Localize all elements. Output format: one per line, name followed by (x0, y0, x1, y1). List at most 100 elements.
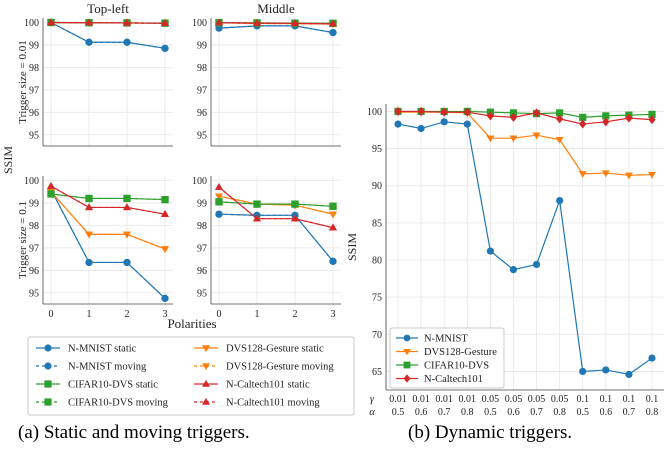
panel-b-point-n-caltech101 (394, 106, 402, 116)
legend-b-marker (403, 334, 411, 342)
panel-a2-point-n-caltech101-moving (329, 19, 337, 27)
panel-a3-point-n-mnist-moving (123, 258, 131, 267)
panel-a1-ytick-label: 99 (29, 40, 39, 51)
panel-a3-point-cifar10-dvs-moving (85, 194, 93, 203)
panel-b-point-n-caltech101 (463, 107, 471, 117)
panel-b-point-dvs128-gesture (648, 171, 656, 179)
panel-a3-point-dvs128-gesture-moving (161, 246, 169, 254)
legend-a-marker (44, 398, 52, 406)
panel-a1-point-n-caltech101-moving (161, 19, 169, 26)
panel-b-point-dvs128-gesture (578, 171, 587, 178)
panel-b-point-n-mnist (625, 370, 633, 378)
panel-b-ytick-label: 75 (372, 293, 382, 304)
panel-b-point-n-mnist (463, 120, 471, 128)
panel-a3-point-n-caltech101-moving (161, 210, 169, 217)
panel-b-ylabel: SSIM (345, 233, 359, 261)
panel-a3-ytick-label: 98 (29, 221, 39, 232)
legend-a-label: CIFAR10-DVS moving (68, 398, 169, 409)
legend-a-frame (27, 336, 355, 416)
panel-b-point-n-caltech101 (440, 107, 448, 117)
panel-b-xtick-alpha: 0.7 (530, 407, 543, 418)
panel-a4-ytick-label: 100 (192, 176, 207, 187)
panel-b-xtick-alpha: 0.5 (576, 407, 589, 418)
panel-a4-xtick-label: 0 (217, 309, 222, 320)
panel-b-series-cifar10-dvs (398, 110, 653, 118)
panel-b-ytick-label: 100 (367, 107, 382, 118)
panel-b-point-dvs128-gesture (601, 170, 610, 178)
panel-b-ytick-label: 85 (372, 218, 382, 229)
panel-b-xtick-gamma: 0.1 (623, 394, 636, 405)
panel-a1-series-n-mnist-static (50, 21, 166, 49)
panel-a3-ytick-label: 97 (29, 243, 39, 254)
legend-a-label: N-Caltech101 static (226, 380, 310, 391)
panel-b-ytick-label: 95 (372, 144, 382, 155)
panel-a2-title: Middle (257, 1, 295, 16)
panel-b-xtick-gamma: 0.1 (600, 394, 613, 405)
panel-a4-point-n-mnist-moving (329, 257, 337, 265)
caption-a: (a) Static and moving triggers. (18, 422, 250, 443)
panel-a1-point-n-caltech101-moving (47, 18, 55, 26)
panel-a4-point-dvs128-gesture-moving (215, 193, 223, 201)
panel-a4-point-n-caltech101-moving (329, 223, 337, 231)
panel-a4-point-cifar10-dvs-moving (291, 200, 299, 208)
panel-a3-ytick-label: 95 (29, 288, 39, 299)
panel-b-point-dvs128-gesture (555, 136, 564, 144)
panel-b-point-n-caltech101 (532, 108, 541, 118)
panel-b-point-dvs128-gesture (532, 132, 541, 140)
panel-a3-point-cifar10-dvs-moving (123, 194, 131, 203)
panel-a4-ytick-label: 98 (197, 221, 207, 232)
panel-b-point-n-caltech101 (417, 106, 425, 116)
panel-a1-title: Top-left (87, 1, 129, 16)
panel-b-xtick-alpha: 0.5 (392, 407, 405, 418)
panel-a1-point-n-mnist-moving (161, 44, 169, 52)
panel-a4-point-n-caltech101-moving (291, 214, 299, 222)
panel-a4-xtick-label: 2 (293, 309, 298, 320)
panel-a3-ytick-label: 99 (29, 198, 39, 209)
panel-b-series-n-caltech101 (398, 110, 653, 125)
panel-a4-series-n-mnist-static (218, 213, 334, 262)
panel-a1-point-n-caltech101-moving (123, 18, 131, 26)
panel-a1-row-label: Trigger size = 0.01 (17, 40, 29, 123)
panel-b-point-dvs128-gesture (624, 172, 633, 180)
panel-a2-point-n-mnist-moving (329, 28, 337, 37)
panel-b-point-n-caltech101 (648, 115, 656, 125)
panel-a1-ytick-label: 100 (24, 18, 39, 29)
panel-a4-point-cifar10-dvs-moving (253, 200, 261, 208)
panel-a1-ytick-label: 98 (29, 63, 39, 74)
panel-a2-ytick-label: 97 (197, 85, 207, 96)
panel-a2-series-n-mnist-moving (218, 25, 334, 34)
panel-b-ytick-label: 70 (372, 330, 382, 341)
panel-b-point-n-mnist (417, 124, 425, 133)
panel-a2-ytick-label: 95 (197, 130, 207, 141)
panel-b-point-n-mnist (556, 196, 564, 205)
panel-a1-point-n-caltech101-moving (85, 18, 93, 26)
panel-a2-ytick-label: 100 (192, 18, 207, 29)
legend-a-label: N-MNIST moving (68, 362, 147, 373)
panel-b-point-n-mnist (532, 260, 541, 269)
panel-a-ylabel: SSIM (1, 146, 15, 174)
legend-b-label: N-Caltech101 (424, 374, 483, 385)
panel-b-xtick-gamma: 0.1 (646, 394, 659, 405)
panel-a4-point-n-mnist-moving (215, 210, 223, 218)
panel-b-point-n-caltech101 (509, 112, 518, 122)
panel-a3-point-cifar10-dvs-moving (47, 190, 55, 198)
legend-b-label: CIFAR10-DVS (424, 361, 489, 372)
panel-a3-point-n-caltech101-moving (47, 181, 55, 189)
legend-a-label: CIFAR10-DVS static (68, 380, 158, 391)
panel-a2-point-n-caltech101-moving (215, 18, 223, 26)
panel-b-xtick-alpha: 0.8 (646, 407, 659, 418)
panel-b-xtick-gamma: 0.01 (459, 394, 477, 405)
panel-b-ytick-label: 90 (372, 181, 382, 192)
panel-a3-series-n-caltech101-moving (50, 185, 166, 215)
panel-b-xtick-alpha: 0.7 (438, 407, 451, 418)
panel-a4-series-dvs128-gesture-moving (218, 195, 334, 215)
panel-b-point-cifar10-dvs (602, 112, 610, 120)
panel-b-xtick-gamma: 0.05 (528, 394, 546, 405)
legend-a-label: N-MNIST static (68, 344, 137, 355)
panel-a3-series-n-mnist-static (50, 189, 166, 299)
legend-a-label: DVS128-Gesture static (226, 344, 324, 355)
panel-a1-point-n-mnist-moving (85, 38, 93, 46)
panel-b-xtick-gamma: 0.1 (576, 394, 589, 405)
panel-a2-point-n-caltech101-moving (253, 19, 261, 26)
